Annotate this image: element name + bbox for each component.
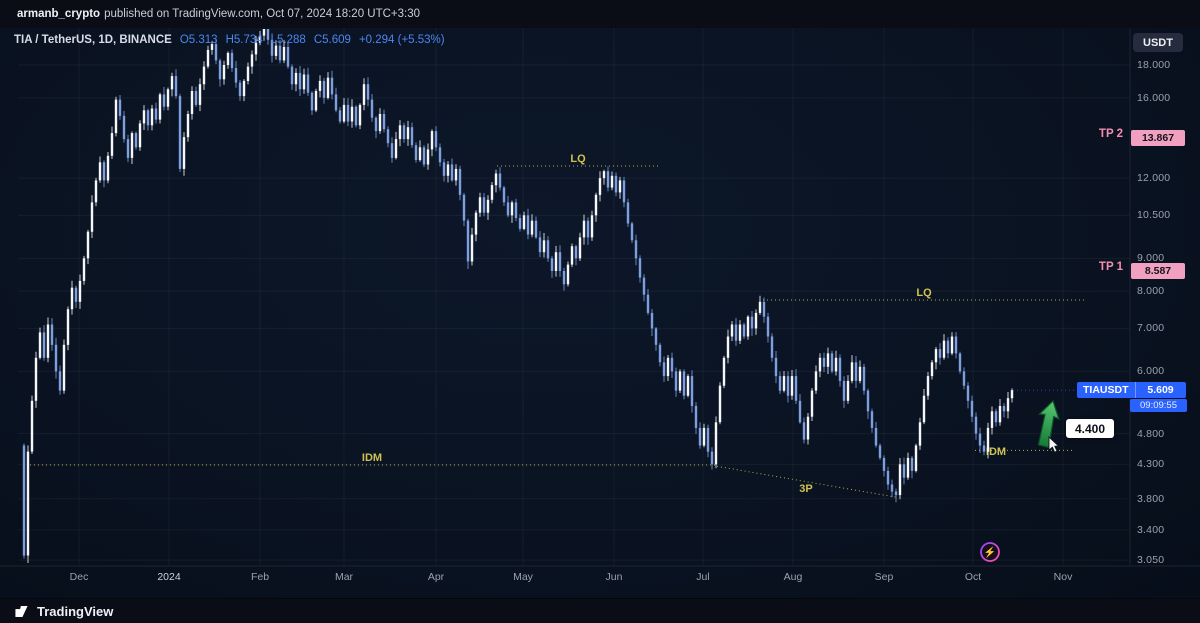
time-tick-month: Apr <box>427 571 445 583</box>
price-tick-label: 4.800 <box>1137 427 1165 440</box>
attribution-bar: armanb_crypto published on TradingView.c… <box>0 0 1200 28</box>
svg-text:IDM: IDM <box>986 446 1006 458</box>
chart-background <box>0 28 1200 598</box>
legend-change: +0.294 (+5.53%) <box>358 34 445 46</box>
tp1-label[interactable]: TP 1 <box>1098 261 1123 273</box>
price-tick-label: 18.000 <box>1137 59 1171 71</box>
level-drawings[interactable]: LQ LQ IDM IDM 3P <box>30 153 1085 498</box>
tp2-price-badge: 13.867 <box>1131 130 1185 146</box>
last-price-label: 5.609 <box>1147 384 1174 396</box>
price-tick-label: 3.050 <box>1137 554 1165 567</box>
tp2-label[interactable]: TP 2 <box>1098 128 1123 140</box>
price-tick-label: 10.500 <box>1137 209 1171 222</box>
currency-toggle-button[interactable]: USDT <box>1133 33 1183 52</box>
symbol-badge: TIAUSDT <box>1077 382 1136 398</box>
price-tick-label: 3.400 <box>1137 523 1165 536</box>
time-tick-month: Nov <box>1053 571 1073 583</box>
tradingview-brand[interactable]: TradingView <box>37 603 114 619</box>
price-tick-label: 6.000 <box>1137 365 1165 378</box>
svg-text:3P: 3P <box>799 483 812 495</box>
price-tick-label: 3.800 <box>1137 492 1165 505</box>
time-tick-year: 2024 <box>157 571 181 583</box>
time-axis[interactable]: Dec 2024 Feb Mar Apr May Jun Jul Aug Sep Oct Nov <box>0 566 1130 594</box>
svg-text:LQ: LQ <box>916 287 932 299</box>
price-axis[interactable]: 18.000 16.000 12.000 10.500 9.000 8.000 7.000 6… <box>1130 28 1200 566</box>
footer-bar: TradingView <box>0 598 1200 623</box>
time-tick-month: Feb <box>250 571 270 583</box>
tp1-price-badge: 8.587 <box>1131 263 1185 279</box>
price-tick-label: 8.000 <box>1137 285 1165 298</box>
boost-icon[interactable]: ⚡ <box>980 542 1000 562</box>
price-tick-label: 16.000 <box>1137 91 1171 104</box>
candlestick-series <box>22 29 1014 563</box>
symbol-title[interactable]: TIA / TetherUS, 1D, BINANCE <box>14 34 172 46</box>
up-arrow-drawing[interactable] <box>1032 399 1063 449</box>
chart-canvas[interactable]: LQ LQ IDM IDM 3P ⚡ <box>0 0 1200 598</box>
svg-text:LQ: LQ <box>570 153 586 165</box>
price-tick-label: 7.000 <box>1137 322 1165 335</box>
legend-open: O5.313 <box>179 34 218 46</box>
time-tick-month: Jun <box>605 571 623 583</box>
time-tick-month: Aug <box>783 571 803 583</box>
time-tick-month: Dec <box>69 571 89 583</box>
time-tick-month: Sep <box>874 571 894 583</box>
price-tick-label: 12.000 <box>1137 172 1171 185</box>
author-name: armanb_crypto <box>17 8 101 20</box>
svg-text:IDM: IDM <box>362 452 382 464</box>
time-tick-month: May <box>513 571 533 583</box>
svg-text:⚡: ⚡ <box>984 546 996 559</box>
legend-close: C5.609 <box>313 34 351 46</box>
tradingview-logo-icon[interactable] <box>13 603 30 620</box>
legend-low: L5.288 <box>270 34 306 46</box>
target-price-label[interactable]: 4.400 <box>1066 419 1114 438</box>
time-tick-month: Jul <box>696 571 710 583</box>
chart-legend: TIA / TetherUS, 1D, BINANCE O5.313 H5.73… <box>14 34 445 46</box>
attribution-text: published on TradingView.com, Oct 07, 20… <box>104 8 421 20</box>
mouse-cursor <box>1048 435 1060 453</box>
price-tick-label: 4.300 <box>1137 458 1165 471</box>
candle-countdown: 09:09:55 <box>1130 399 1187 412</box>
current-price-badge: TIAUSDT 5.609 <box>1077 382 1186 398</box>
legend-high: H5.734 <box>225 34 263 46</box>
time-tick-month: Mar <box>334 571 354 583</box>
price-tick-label: 9.000 <box>1137 252 1165 265</box>
grid-lines <box>18 28 1130 566</box>
time-tick-month: Oct <box>964 571 982 583</box>
